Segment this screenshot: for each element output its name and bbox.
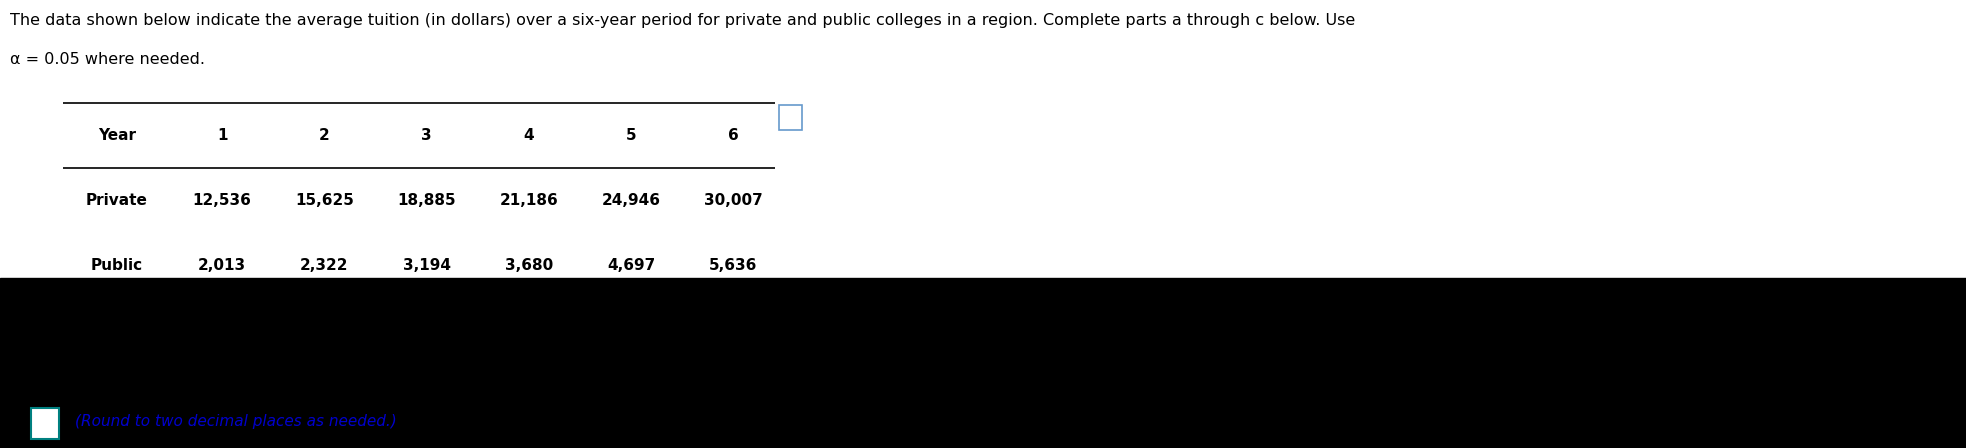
- Text: 3: 3: [421, 128, 433, 143]
- Text: 5,636: 5,636: [710, 258, 757, 273]
- Text: Private: Private: [87, 193, 147, 208]
- Text: 1: 1: [216, 128, 228, 143]
- Text: α = 0.05 where needed.: α = 0.05 where needed.: [10, 52, 204, 66]
- Text: 12,536: 12,536: [193, 193, 252, 208]
- Text: 15,625: 15,625: [295, 193, 354, 208]
- Text: b.: b.: [10, 414, 24, 429]
- Text: The data shown below indicate the average tuition (in dollars) over a six-year p: The data shown below indicate the averag…: [10, 13, 1355, 28]
- Text: 21,186: 21,186: [499, 193, 558, 208]
- Text: 30,007: 30,007: [704, 193, 763, 208]
- Text: Year: Year: [98, 128, 136, 143]
- Text: 4: 4: [523, 128, 535, 143]
- FancyBboxPatch shape: [779, 105, 802, 130]
- Text: 18,885: 18,885: [397, 193, 456, 208]
- Text: 2,322: 2,322: [301, 258, 348, 273]
- Text: 2: 2: [318, 128, 330, 143]
- FancyBboxPatch shape: [31, 408, 59, 439]
- Text: 6: 6: [727, 128, 739, 143]
- Text: 4,697: 4,697: [607, 258, 655, 273]
- Text: 3,680: 3,680: [505, 258, 552, 273]
- Text: 3,194: 3,194: [403, 258, 450, 273]
- Text: 24,946: 24,946: [602, 193, 661, 208]
- Text: 2,013: 2,013: [199, 258, 246, 273]
- Text: (Round to two decimal places as needed.): (Round to two decimal places as needed.): [75, 414, 397, 429]
- Text: 5: 5: [625, 128, 637, 143]
- Text: Public: Public: [90, 258, 144, 273]
